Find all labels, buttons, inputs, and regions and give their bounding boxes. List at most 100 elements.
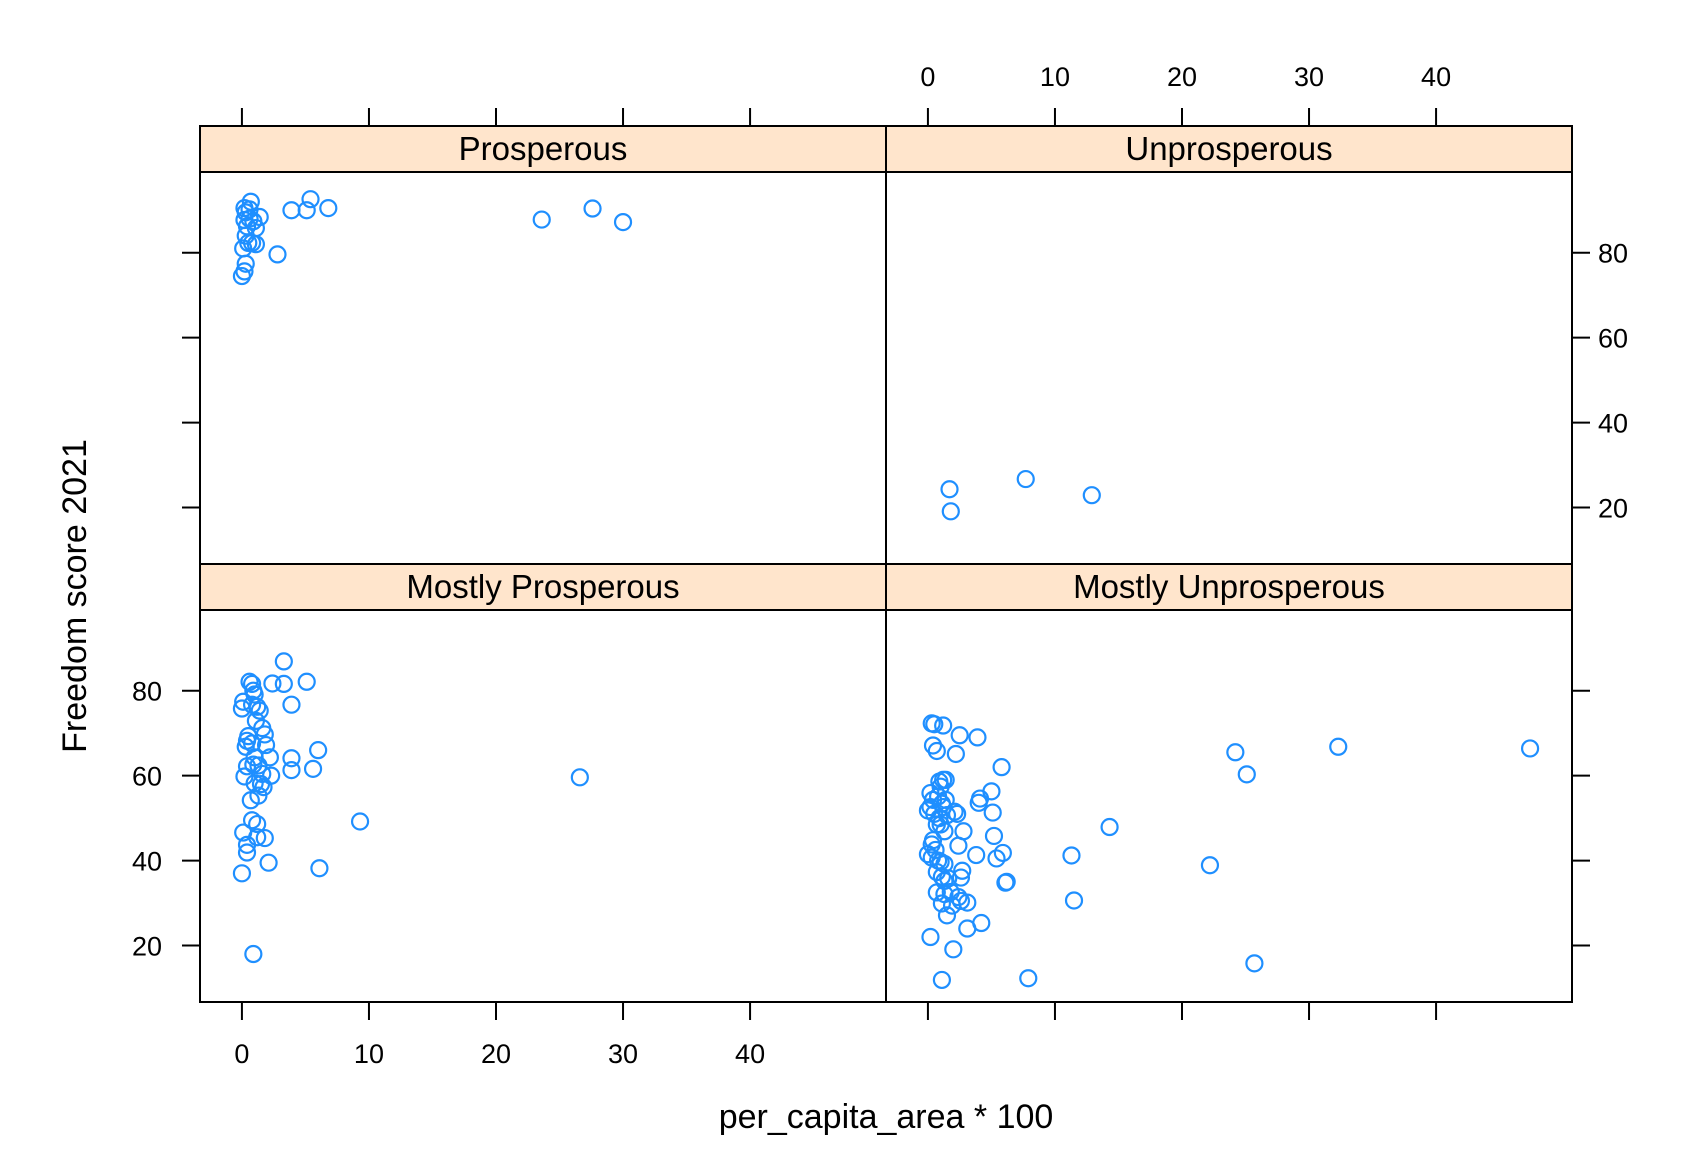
data-point bbox=[932, 970, 951, 990]
x-tick-label-bottom: 20 bbox=[481, 1039, 511, 1069]
data-point bbox=[1016, 469, 1035, 489]
data-point bbox=[987, 849, 1006, 868]
data-point bbox=[972, 913, 991, 933]
data-point bbox=[1226, 743, 1245, 762]
data-point bbox=[954, 822, 973, 841]
data-point bbox=[1520, 739, 1540, 758]
data-point bbox=[268, 245, 287, 264]
data-point bbox=[946, 744, 965, 764]
data-point bbox=[927, 883, 946, 902]
data-point bbox=[925, 715, 944, 734]
data-point bbox=[250, 207, 269, 227]
data-point bbox=[936, 770, 955, 789]
y-tick-label-right: 40 bbox=[1598, 409, 1628, 439]
data-point bbox=[282, 695, 301, 714]
data-point bbox=[948, 804, 967, 823]
data-point bbox=[248, 697, 267, 716]
data-point bbox=[248, 814, 267, 834]
x-tick-label-top: 30 bbox=[1294, 62, 1324, 92]
strip-label-unprosperous: Unprosperous bbox=[1125, 130, 1332, 167]
data-point bbox=[921, 927, 940, 947]
x-axis-label: per_capita_area * 100 bbox=[719, 1098, 1054, 1136]
data-point bbox=[992, 758, 1011, 777]
x-tick-label-bottom: 0 bbox=[234, 1039, 249, 1069]
x-tick-label-top: 10 bbox=[1040, 62, 1070, 92]
y-tick-label-left: 80 bbox=[132, 677, 162, 707]
data-point bbox=[309, 741, 328, 760]
strip-mostly-prosperous bbox=[199, 563, 887, 611]
data-point bbox=[310, 859, 329, 878]
data-point bbox=[934, 716, 953, 735]
data-point bbox=[246, 235, 265, 254]
y-tick-label-left: 20 bbox=[132, 932, 162, 962]
y-axis-label: Freedom score 2021 bbox=[56, 439, 94, 753]
data-point bbox=[1082, 486, 1101, 505]
data-point bbox=[953, 861, 972, 880]
data-point bbox=[234, 239, 253, 258]
data-point bbox=[940, 480, 959, 499]
data-point bbox=[932, 894, 951, 913]
y-tick-label-left: 40 bbox=[132, 847, 162, 877]
data-point bbox=[274, 652, 293, 671]
data-point bbox=[242, 674, 262, 693]
data-point bbox=[245, 685, 264, 704]
strip-prosperous bbox=[199, 125, 887, 173]
data-point bbox=[1019, 969, 1038, 988]
data-point bbox=[944, 940, 963, 959]
data-points bbox=[232, 190, 1540, 990]
x-tick-label-top: 20 bbox=[1167, 62, 1197, 92]
data-point bbox=[935, 822, 954, 841]
data-point bbox=[583, 199, 602, 218]
data-point bbox=[1064, 891, 1084, 910]
x-tick-label-bottom: 30 bbox=[608, 1039, 638, 1069]
data-point bbox=[968, 728, 987, 747]
data-point bbox=[259, 853, 278, 872]
data-point bbox=[983, 803, 1002, 822]
data-point bbox=[951, 891, 971, 911]
data-point bbox=[570, 768, 589, 787]
data-point bbox=[263, 674, 282, 693]
y-tick-label-right: 80 bbox=[1598, 239, 1628, 269]
data-point bbox=[984, 826, 1004, 846]
data-point bbox=[1200, 856, 1220, 875]
axis-ticks: 0 0 10 10 20 20 30 30 40 40 20 20 40 40 60 60 80 80 bbox=[132, 62, 1628, 1069]
y-tick-label-left: 60 bbox=[132, 762, 162, 792]
data-point bbox=[1100, 817, 1119, 837]
data-point bbox=[232, 864, 252, 883]
strip-mostly-unprosperous bbox=[885, 563, 1573, 611]
data-point bbox=[950, 726, 969, 745]
data-point bbox=[937, 906, 957, 925]
data-point bbox=[250, 701, 269, 720]
data-point bbox=[996, 873, 1015, 892]
data-point bbox=[297, 672, 316, 691]
data-point bbox=[282, 749, 301, 768]
strip-unprosperous bbox=[885, 125, 1573, 173]
y-tick-label-right: 60 bbox=[1598, 324, 1628, 354]
data-point bbox=[242, 811, 262, 830]
panel-frame-unprosperous bbox=[885, 125, 1573, 565]
y-tick-label-right: 20 bbox=[1598, 494, 1628, 524]
data-point bbox=[945, 802, 964, 821]
data-point bbox=[262, 766, 281, 785]
data-point bbox=[297, 201, 316, 220]
x-tick-label-top: 0 bbox=[920, 62, 935, 92]
data-point bbox=[926, 840, 945, 860]
data-point bbox=[248, 828, 267, 847]
data-point bbox=[242, 734, 262, 753]
data-point bbox=[301, 190, 320, 209]
data-point bbox=[350, 812, 370, 831]
data-point bbox=[951, 868, 971, 887]
data-point bbox=[245, 774, 264, 793]
data-point bbox=[967, 845, 986, 865]
data-point bbox=[240, 209, 259, 228]
data-point bbox=[1237, 765, 1256, 784]
data-point bbox=[237, 843, 257, 862]
strip-label-prosperous: Prosperous bbox=[459, 130, 628, 167]
data-point bbox=[282, 761, 301, 780]
data-point bbox=[256, 735, 276, 755]
data-point bbox=[949, 887, 968, 907]
strip-label-mostly-prosperous: Mostly Prosperous bbox=[406, 568, 679, 605]
data-point bbox=[235, 262, 254, 281]
data-point bbox=[303, 759, 323, 778]
